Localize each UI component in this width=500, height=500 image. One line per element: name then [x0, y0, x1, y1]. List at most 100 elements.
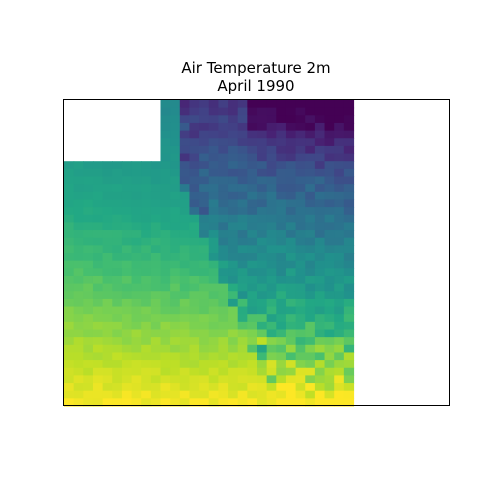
heatmap-cell — [189, 207, 200, 216]
heatmap-cell — [160, 153, 171, 162]
heatmap-cell — [179, 199, 191, 208]
heatmap-cell — [170, 352, 181, 361]
heatmap-cell — [228, 314, 239, 323]
heatmap-cell — [73, 298, 84, 308]
heatmap-cell — [83, 367, 94, 376]
heatmap-cell — [150, 398, 162, 407]
heatmap-cell — [199, 107, 210, 116]
heatmap-cell — [228, 291, 239, 300]
heatmap-cell — [64, 344, 75, 354]
heatmap-cell — [324, 298, 335, 308]
heatmap-cell — [179, 352, 191, 361]
heatmap-cell — [257, 253, 268, 262]
heatmap-cell — [266, 344, 277, 354]
heatmap-cell — [92, 291, 104, 300]
heatmap-cell — [314, 107, 326, 116]
heatmap-cell — [150, 306, 162, 315]
heatmap-cell — [83, 253, 94, 262]
heatmap-cell — [160, 314, 171, 323]
heatmap-cell — [208, 375, 219, 384]
heatmap-cell — [305, 352, 316, 361]
heatmap-cell — [199, 191, 210, 201]
heatmap-cell — [295, 260, 306, 269]
heatmap-cell — [324, 268, 335, 277]
heatmap-cell — [324, 207, 335, 216]
heatmap-cell — [189, 352, 200, 361]
heatmap-cell — [179, 321, 191, 331]
heatmap-cell — [218, 306, 229, 315]
heatmap-cell — [305, 268, 316, 277]
heatmap-cell — [92, 214, 104, 223]
heatmap-cell — [179, 390, 191, 399]
heatmap-cell — [160, 268, 171, 277]
heatmap-cell — [314, 375, 326, 384]
heatmap-cell — [83, 291, 94, 300]
heatmap-cell — [295, 390, 306, 399]
heatmap-cell — [305, 237, 316, 246]
heatmap-cell — [314, 329, 326, 338]
heatmap-cell — [170, 245, 181, 254]
heatmap-cell — [247, 375, 258, 384]
heatmap-cell — [102, 260, 113, 269]
heatmap-cell — [285, 153, 297, 162]
heatmap-cell — [170, 383, 181, 392]
heatmap-cell — [228, 321, 239, 331]
heatmap-cell — [257, 122, 268, 132]
heatmap-cell — [189, 107, 200, 116]
heatmap-cell — [92, 207, 104, 216]
heatmap-cell — [324, 360, 335, 369]
heatmap-cell — [305, 260, 316, 269]
heatmap-cell — [179, 314, 191, 323]
heatmap-cell — [160, 291, 171, 300]
heatmap-cell — [83, 191, 94, 201]
heatmap-cell — [179, 306, 191, 315]
heatmap-cell — [305, 176, 316, 185]
heatmap-cell — [131, 207, 142, 216]
heatmap-cell — [160, 398, 171, 407]
heatmap-cell — [276, 214, 287, 223]
heatmap-cell — [218, 337, 229, 346]
heatmap-cell — [285, 107, 297, 116]
heatmap-cell — [228, 214, 239, 223]
heatmap-cell — [131, 184, 142, 193]
heatmap-cell — [73, 176, 84, 185]
heatmap-cell — [150, 245, 162, 254]
heatmap-cell — [199, 168, 210, 178]
heatmap-cell — [314, 237, 326, 246]
heatmap-cell — [334, 398, 345, 407]
heatmap-cell — [92, 184, 104, 193]
heatmap-cell — [343, 260, 355, 269]
heatmap-cell — [343, 100, 355, 109]
heatmap-cell — [83, 383, 94, 392]
heatmap-cell — [189, 168, 200, 178]
heatmap-cell — [228, 245, 239, 254]
heatmap-cell — [295, 207, 306, 216]
heatmap-cell — [121, 168, 133, 178]
heatmap-cell — [324, 283, 335, 292]
heatmap-cell — [295, 383, 306, 392]
heatmap-cell — [343, 314, 355, 323]
heatmap-cell — [141, 291, 152, 300]
heatmap-cell — [295, 367, 306, 376]
heatmap-cell — [170, 107, 181, 116]
heatmap-cell — [189, 390, 200, 399]
heatmap-cell — [276, 291, 287, 300]
heatmap-cell — [189, 398, 200, 407]
heatmap-cell — [218, 383, 229, 392]
heatmap-cell — [295, 107, 306, 116]
heatmap-cell — [324, 344, 335, 354]
heatmap-cell — [92, 161, 104, 170]
heatmap-cell — [247, 390, 258, 399]
heatmap-cell — [237, 260, 248, 269]
heatmap-cell — [305, 222, 316, 231]
heatmap-cell — [141, 207, 152, 216]
heatmap-cell — [285, 184, 297, 193]
heatmap-cell — [218, 184, 229, 193]
heatmap-cell — [112, 161, 123, 170]
heatmap-cell — [64, 367, 75, 376]
heatmap-cell — [179, 375, 191, 384]
heatmap-cell — [160, 360, 171, 369]
heatmap-cell — [141, 161, 152, 170]
heatmap-cell — [228, 253, 239, 262]
heatmap-cell — [266, 367, 277, 376]
